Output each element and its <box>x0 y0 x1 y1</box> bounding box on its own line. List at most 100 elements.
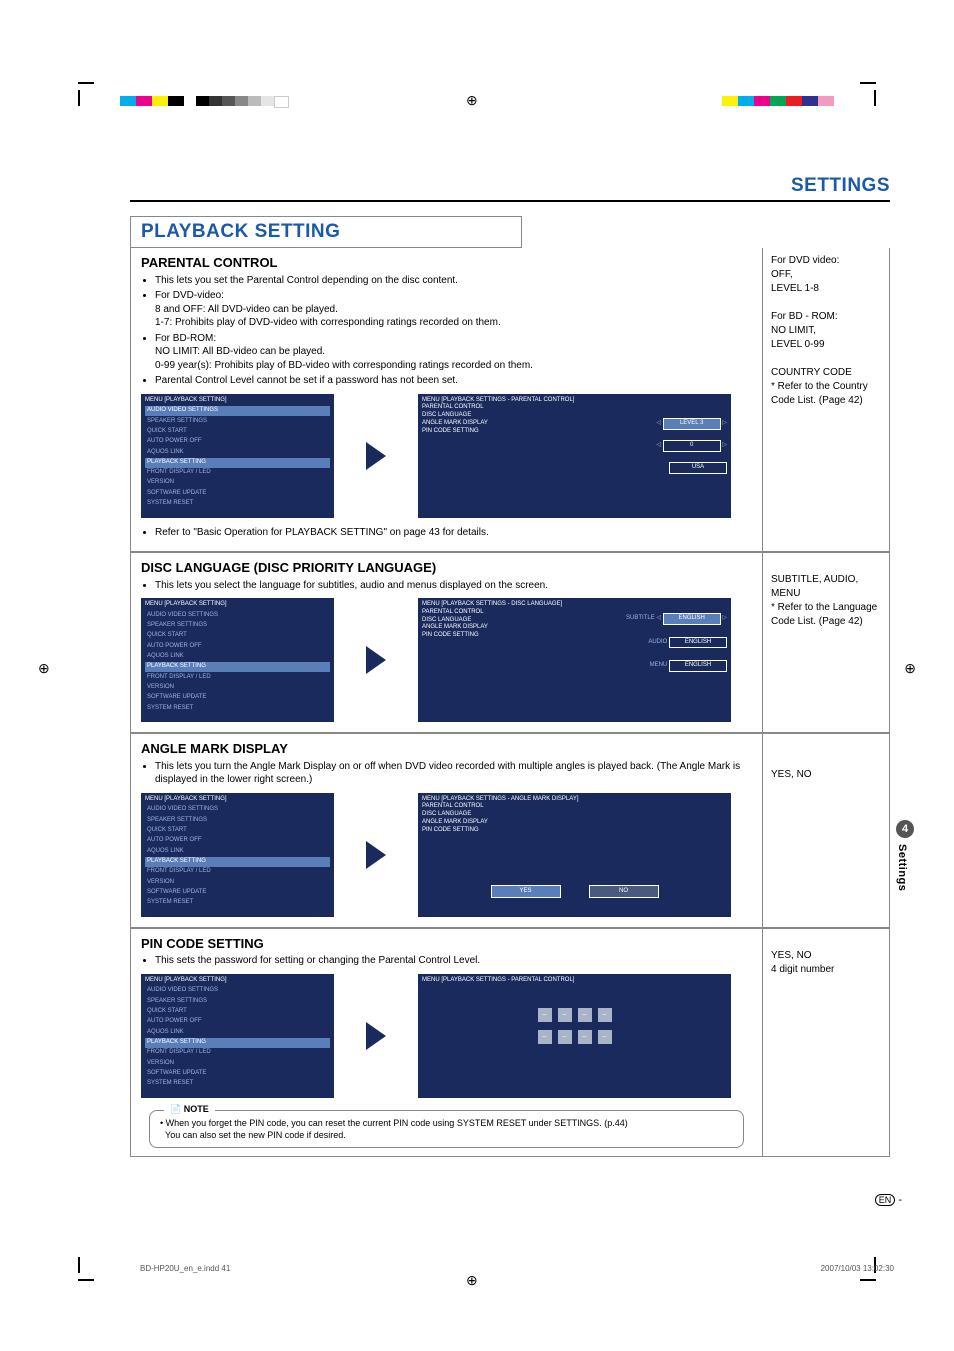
menu-item: VERSION <box>145 1059 330 1069</box>
menu-item: AUDIO VIDEO SETTINGS <box>145 805 330 815</box>
sub-item: PARENTAL CONTROL <box>422 609 512 617</box>
panel-hdr: MENU [PLAYBACK SETTINGS - ANGLE MARK DIS… <box>422 796 727 804</box>
country-field: USA <box>669 462 727 474</box>
menu-item: PLAYBACK SETTING <box>145 662 330 672</box>
reg-cross-bottom: ⊕ <box>466 1272 478 1289</box>
menu-item: AUDIO VIDEO SETTINGS <box>145 611 330 621</box>
disc-panel2: MENU [PLAYBACK SETTINGS - DISC LANGUAGE]… <box>418 598 731 722</box>
reg-cross-top: ⊕ <box>466 92 478 109</box>
page-title: SETTINGS <box>130 175 890 202</box>
panel-hdr: MENU [PLAYBACK SETTING] <box>145 977 330 985</box>
menu-item: SYSTEM RESET <box>145 704 330 714</box>
sub-item: PIN CODE SETTING <box>422 827 512 835</box>
yes-button: YES <box>491 885 561 899</box>
note-label: 📄 NOTE <box>164 1103 215 1115</box>
sub-item: PARENTAL CONTROL <box>422 803 512 811</box>
menu-item: AQUOS LINK <box>145 448 330 458</box>
menu-item: SPEAKER SETTINGS <box>145 621 330 631</box>
angle-heading: ANGLE MARK DISPLAY <box>141 740 752 758</box>
audio-val: ENGLISH <box>669 637 727 649</box>
menu-item: VERSION <box>145 683 330 693</box>
arrow-right-icon <box>366 1022 386 1050</box>
menu-item: QUICK START <box>145 631 330 641</box>
note-1: When you forget the PIN code, you can re… <box>166 1118 628 1128</box>
menu-item: SYSTEM RESET <box>145 898 330 908</box>
panel-hdr: MENU [PLAYBACK SETTING] <box>145 796 330 804</box>
menu-item: SOFTWARE UPDATE <box>145 489 330 499</box>
menu-item: QUICK START <box>145 1007 330 1017</box>
panel-hdr: MENU [PLAYBACK SETTINGS - PARENTAL CONTR… <box>422 397 727 405</box>
angle-panel1: MENU [PLAYBACK SETTING] AUDIO VIDEO SETT… <box>141 793 334 917</box>
reg-cross-left: ⊕ <box>38 660 50 677</box>
menu-item: SYSTEM RESET <box>145 499 330 509</box>
parental-b1: This lets you set the Parental Control d… <box>155 274 752 288</box>
no-button: NO <box>589 885 659 899</box>
pin-digits-row2: –––– <box>422 1030 727 1044</box>
menu-item: AQUOS LINK <box>145 847 330 857</box>
rainbow-strip <box>722 96 834 106</box>
angle-panel2: MENU [PLAYBACK SETTINGS - ANGLE MARK DIS… <box>418 793 731 917</box>
menu-item: FRONT DISPLAY / LED <box>145 468 330 478</box>
panel-hdr: MENU [PLAYBACK SETTINGS - PARENTAL CONTR… <box>422 977 727 985</box>
sub-item: ANGLE MARK DISPLAY <box>422 420 512 428</box>
corner-mark-bl <box>78 1257 94 1281</box>
menu-item: VERSION <box>145 878 330 888</box>
angle-block: ANGLE MARK DISPLAY This lets you turn th… <box>130 733 890 928</box>
menu-item: VERSION <box>145 478 330 488</box>
menu-item: AQUOS LINK <box>145 1028 330 1038</box>
parental-block: PARENTAL CONTROL This lets you set the P… <box>130 248 890 552</box>
menu-item: QUICK START <box>145 427 330 437</box>
menu-item: PLAYBACK SETTING <box>145 1038 330 1048</box>
menu-item: AQUOS LINK <box>145 652 330 662</box>
menu-item: SPEAKER SETTINGS <box>145 997 330 1007</box>
sub-item: PIN CODE SETTING <box>422 428 512 436</box>
zero-field: 0 <box>663 440 721 452</box>
parental-b3a: NO LIMIT: All BD-video can be played. <box>155 346 325 357</box>
parental-panel1: MENU [PLAYBACK SETTING] AUDIO VIDEO SETT… <box>141 394 334 518</box>
parental-b2a: 8 and OFF: All DVD-video can be played. <box>155 304 338 315</box>
menu-label: MENU <box>597 662 667 670</box>
sub-item: PARENTAL CONTROL <box>422 404 512 412</box>
parental-b4: Parental Control Level cannot be set if … <box>155 374 752 388</box>
parental-b2-t: For DVD-video: <box>155 290 224 301</box>
disc-b1: This lets you select the language for su… <box>155 579 752 593</box>
side-tab: 4 Settings <box>896 820 914 950</box>
sub-item: ANGLE MARK DISPLAY <box>422 624 512 632</box>
section-text: PLAYBACK SETTING <box>141 221 340 242</box>
menu-item: SOFTWARE UPDATE <box>145 888 330 898</box>
menu-item: SOFTWARE UPDATE <box>145 1069 330 1079</box>
panel-hdr: MENU [PLAYBACK SETTINGS - DISC LANGUAGE] <box>422 601 727 609</box>
parental-b3: For BD-ROM: NO LIMIT: All BD-video can b… <box>155 332 752 373</box>
side-country: COUNTRY CODE * Refer to the Country Code… <box>771 366 881 408</box>
corner-mark-tr <box>860 82 876 106</box>
menu-val: ENGLISH <box>669 660 727 672</box>
menu-item: PLAYBACK SETTING <box>145 857 330 867</box>
en-mark: EN - <box>875 1194 902 1206</box>
pin-side2: 4 digit number <box>771 963 881 977</box>
disc-block: DISC LANGUAGE (DISC PRIORITY LANGUAGE) T… <box>130 552 890 733</box>
side-tab-num: 4 <box>896 820 914 838</box>
pin-b1: This sets the password for setting or ch… <box>155 954 752 968</box>
sub-item: PIN CODE SETTING <box>422 632 512 640</box>
parental-panel2: MENU [PLAYBACK SETTINGS - PARENTAL CONTR… <box>418 394 731 518</box>
parental-footer: Refer to "Basic Operation for PLAYBACK S… <box>155 526 752 540</box>
subtitle-val: ENGLISH <box>663 613 721 625</box>
menu-item: SYSTEM RESET <box>145 1079 330 1089</box>
sub-item: DISC LANGUAGE <box>422 412 512 420</box>
menu-item: AUDIO VIDEO SETTINGS <box>145 406 330 416</box>
arrow-right-icon <box>366 841 386 869</box>
side-dvd: For DVD video: OFF, LEVEL 1-8 <box>771 254 881 296</box>
reg-cross-right: ⊕ <box>904 660 916 677</box>
pin-panel1: MENU [PLAYBACK SETTING] AUDIO VIDEO SETT… <box>141 974 334 1098</box>
menu-item: QUICK START <box>145 826 330 836</box>
menu-item: AUTO POWER OFF <box>145 642 330 652</box>
menu-item: FRONT DISPLAY / LED <box>145 867 330 877</box>
note-box: 📄 NOTE • When you forget the PIN code, y… <box>149 1110 744 1148</box>
parental-b2: For DVD-video: 8 and OFF: All DVD-video … <box>155 289 752 330</box>
pin-panel2: MENU [PLAYBACK SETTINGS - PARENTAL CONTR… <box>418 974 731 1098</box>
parental-b2b: 1-7: Prohibits play of DVD-video with co… <box>155 317 501 328</box>
angle-b1: This lets you turn the Angle Mark Displa… <box>155 760 752 787</box>
side-tab-label: Settings <box>896 844 908 891</box>
parental-heading: PARENTAL CONTROL <box>141 254 752 272</box>
cmyk-strip <box>120 96 184 106</box>
